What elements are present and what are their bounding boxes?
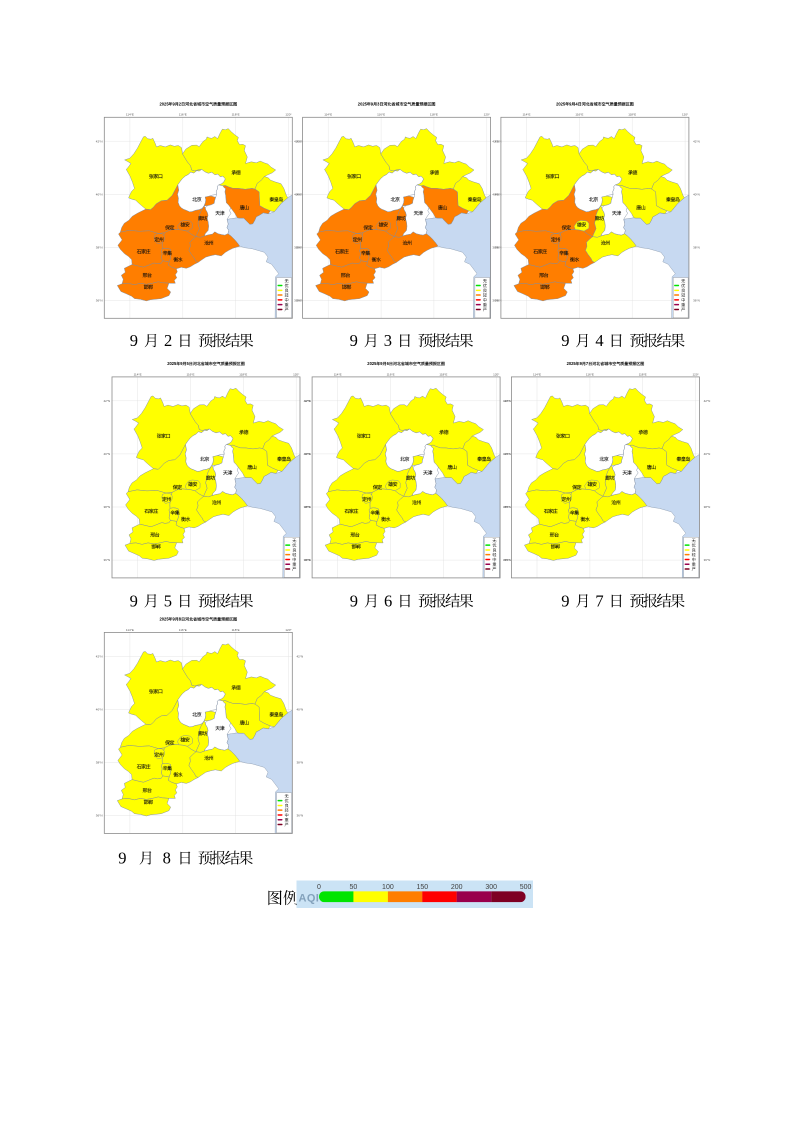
- svg-text:2025: 2025: [160, 617, 170, 622]
- svg-text:500: 500: [520, 884, 532, 891]
- svg-text:9: 9: [173, 617, 176, 622]
- svg-text:9: 9: [371, 102, 374, 107]
- svg-text:2: 2: [164, 331, 172, 350]
- svg-text:6: 6: [387, 361, 390, 366]
- svg-text:2025: 2025: [567, 361, 577, 366]
- svg-text:8: 8: [179, 617, 182, 622]
- svg-text:9: 9: [380, 361, 383, 366]
- svg-text:2: 2: [179, 102, 182, 107]
- svg-text:3: 3: [384, 331, 392, 350]
- svg-text:9: 9: [180, 361, 183, 366]
- svg-text:3: 3: [377, 102, 380, 107]
- svg-text:9: 9: [173, 102, 176, 107]
- svg-text:4: 4: [575, 102, 578, 107]
- svg-text:6: 6: [384, 591, 392, 610]
- svg-text:200: 200: [451, 884, 463, 891]
- svg-text:5: 5: [164, 591, 172, 610]
- svg-text:7: 7: [595, 591, 603, 610]
- svg-text:7: 7: [586, 361, 589, 366]
- svg-text:9: 9: [130, 591, 138, 610]
- svg-text:8: 8: [163, 848, 171, 867]
- svg-text:50: 50: [350, 884, 358, 891]
- svg-text:150: 150: [416, 884, 428, 891]
- svg-text:2025: 2025: [160, 102, 170, 107]
- svg-text:9: 9: [580, 361, 583, 366]
- svg-text:300: 300: [485, 884, 497, 891]
- svg-text:2025: 2025: [556, 102, 566, 107]
- svg-text:5: 5: [187, 361, 190, 366]
- svg-text:9: 9: [118, 848, 126, 867]
- svg-text:9: 9: [561, 591, 569, 610]
- svg-text:2025: 2025: [367, 361, 377, 366]
- svg-text:9: 9: [130, 331, 138, 350]
- svg-text:9: 9: [561, 331, 569, 350]
- svg-text:9: 9: [350, 591, 358, 610]
- svg-text:9: 9: [569, 102, 572, 107]
- svg-text:AQI: AQI: [299, 893, 320, 905]
- svg-text:100: 100: [382, 884, 394, 891]
- svg-text:2025: 2025: [167, 361, 177, 366]
- svg-text:2025: 2025: [358, 102, 368, 107]
- svg-text:9: 9: [350, 331, 358, 350]
- svg-text:4: 4: [595, 331, 603, 350]
- svg-text:0: 0: [317, 884, 321, 891]
